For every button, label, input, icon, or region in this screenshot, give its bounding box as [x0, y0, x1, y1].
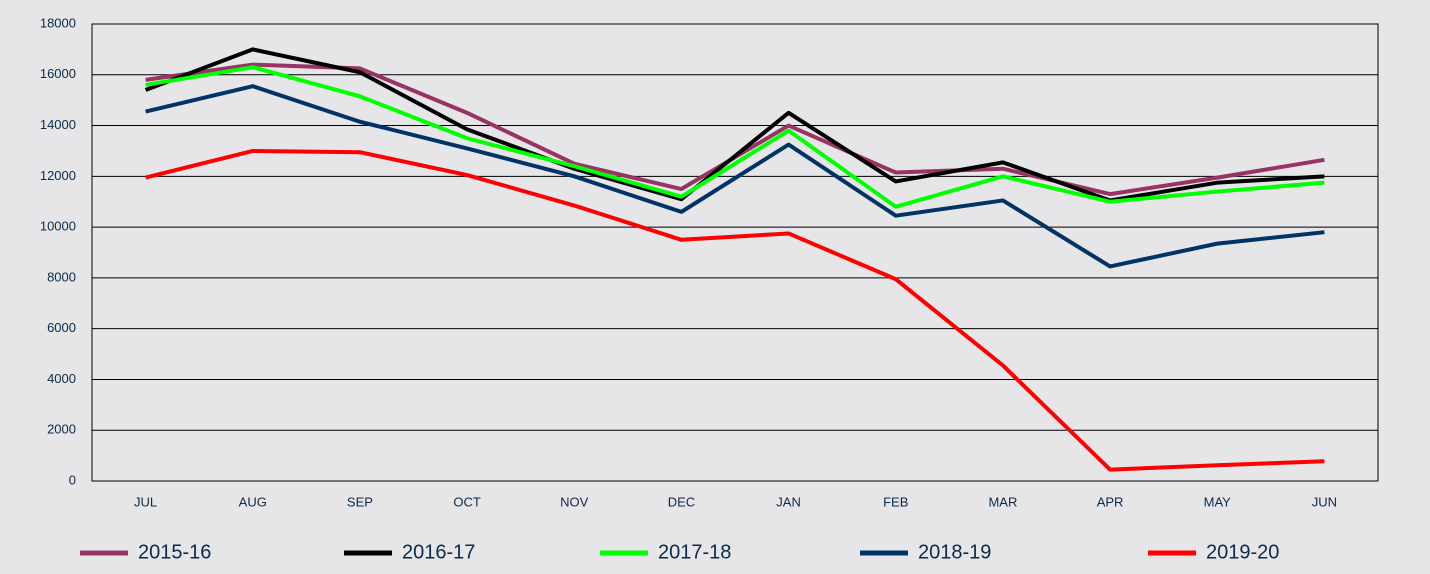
y-tick-label: 2000	[47, 422, 76, 437]
y-tick-label: 16000	[40, 66, 76, 81]
x-tick-label: MAR	[988, 494, 1017, 509]
y-tick-label: 18000	[40, 15, 76, 30]
legend-label: 2017-18	[658, 541, 731, 563]
x-tick-label: MAY	[1204, 494, 1232, 509]
y-tick-label: 8000	[47, 269, 76, 284]
y-tick-label: 4000	[47, 371, 76, 386]
x-tick-label: JUN	[1312, 494, 1337, 509]
x-tick-label: JAN	[776, 494, 801, 509]
series-line	[145, 65, 1325, 209]
y-tick-label: 0	[69, 472, 76, 487]
plot-frame	[91, 23, 1379, 482]
legend-label: 2016-17	[402, 541, 475, 563]
series-line	[144, 47, 1325, 203]
x-tick-label: AUG	[239, 494, 267, 509]
legend-label: 2015-16	[138, 541, 211, 563]
x-tick-label: DEC	[668, 494, 695, 509]
x-tick-label: APR	[1097, 494, 1124, 509]
y-tick-label: 14000	[40, 117, 76, 132]
series-line	[145, 148, 1325, 472]
x-tick-label: FEB	[883, 494, 908, 509]
x-tick-label: SEP	[347, 494, 373, 509]
legend-label: 2019-20	[1206, 541, 1279, 563]
y-tick-label: 6000	[47, 320, 76, 335]
x-tick-label: JUL	[134, 494, 157, 509]
legend-label: 2018-19	[918, 541, 991, 563]
x-tick-label: NOV	[560, 494, 589, 509]
y-tick-label: 10000	[40, 219, 76, 234]
x-tick-label: OCT	[453, 494, 481, 509]
series-line	[145, 84, 1325, 269]
y-tick-label: 12000	[40, 168, 76, 183]
